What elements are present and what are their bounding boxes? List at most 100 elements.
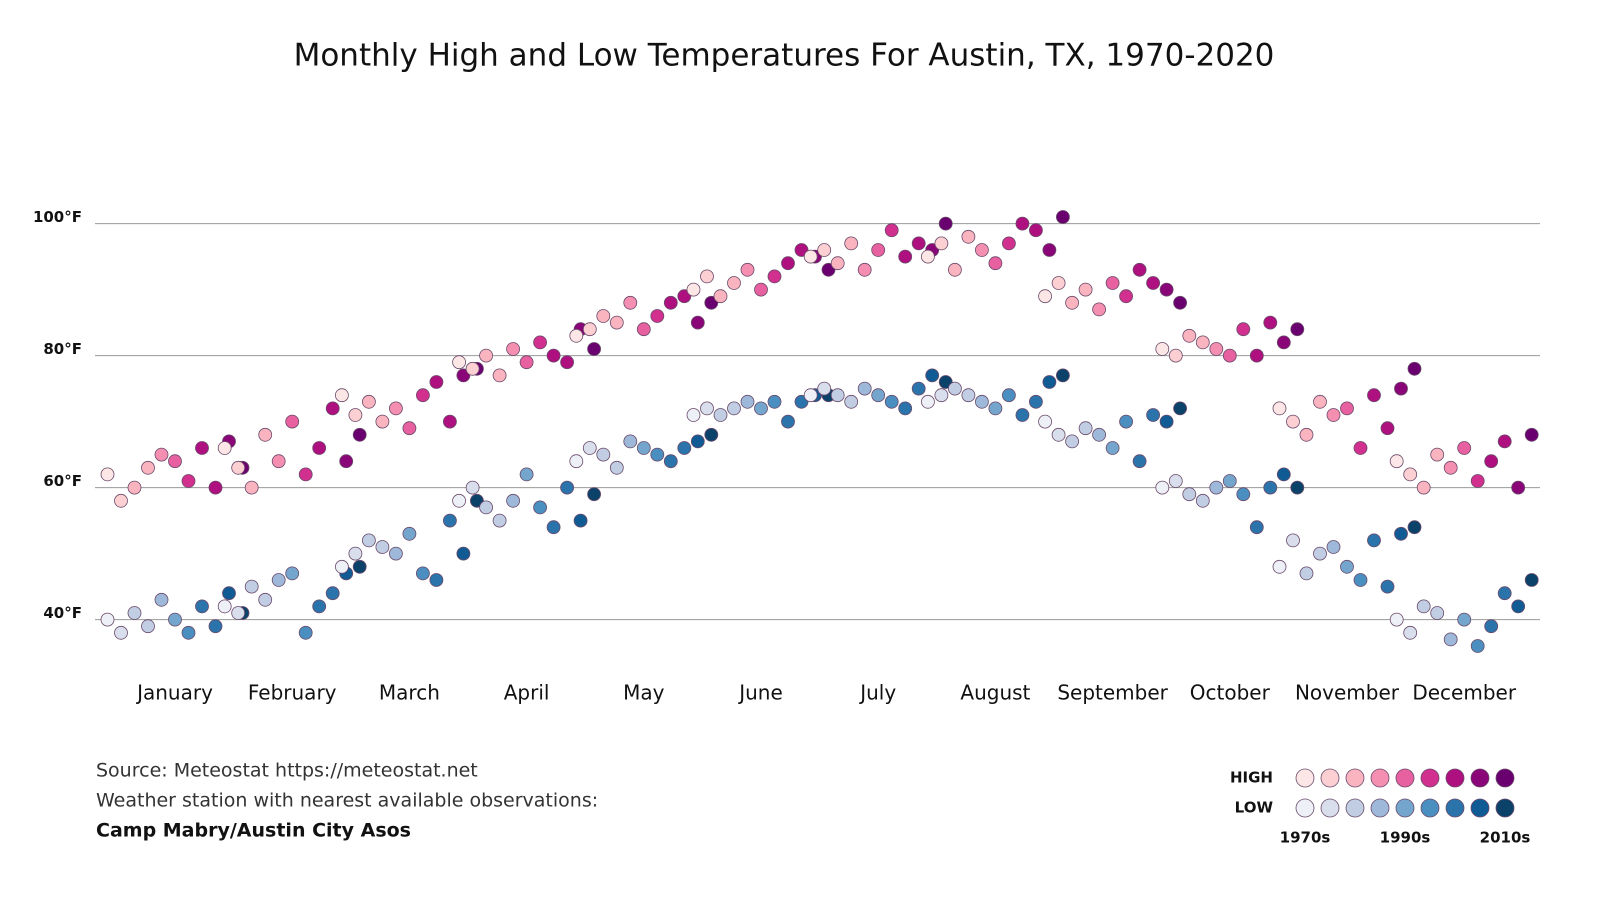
data-point <box>181 474 196 488</box>
data-point <box>1290 322 1305 337</box>
x-tick-label: January <box>135 681 213 705</box>
data-point <box>141 619 155 634</box>
data-point <box>1222 474 1237 488</box>
data-point <box>533 500 547 515</box>
data-point <box>1497 586 1512 601</box>
data-point <box>1389 612 1404 627</box>
legend-swatch <box>1470 768 1490 788</box>
data-point <box>1484 619 1499 634</box>
data-point <box>325 401 340 416</box>
data-point <box>961 388 976 403</box>
data-point <box>1173 401 1187 416</box>
data-point <box>208 480 223 495</box>
data-point <box>1029 394 1043 409</box>
data-point <box>285 414 300 429</box>
data-point <box>767 269 782 284</box>
legend-decade: 1990s <box>1380 829 1431 847</box>
data-point <box>587 487 601 502</box>
data-point <box>690 315 705 330</box>
data-point <box>506 342 520 356</box>
data-point <box>127 606 142 620</box>
data-point <box>1407 520 1422 535</box>
data-point <box>713 408 728 422</box>
data-point <box>781 256 795 271</box>
data-point <box>1065 295 1079 310</box>
legend-swatch <box>1395 768 1415 788</box>
data-point <box>546 520 561 535</box>
data-point <box>704 427 719 442</box>
data-point <box>934 388 949 403</box>
data-point <box>217 599 232 614</box>
data-point <box>686 282 701 297</box>
data-point <box>884 394 899 409</box>
data-point <box>1038 414 1052 429</box>
data-point <box>479 348 494 363</box>
x-tick-label: June <box>737 681 783 705</box>
data-point <box>1146 276 1160 290</box>
data-point <box>1497 434 1512 449</box>
data-point <box>452 355 467 370</box>
data-point <box>1168 474 1183 488</box>
data-point <box>569 454 584 469</box>
data-point <box>168 454 182 469</box>
y-tick-label: 80°F <box>43 340 82 358</box>
data-point <box>1353 441 1368 455</box>
data-point <box>934 236 949 251</box>
data-point <box>1394 526 1408 541</box>
legend-swatch <box>1420 768 1440 788</box>
data-point <box>127 480 142 495</box>
data-point <box>911 236 926 251</box>
data-point <box>1313 546 1327 561</box>
data-point <box>141 460 155 475</box>
data-point <box>1416 480 1431 495</box>
data-point <box>348 408 363 422</box>
data-point <box>402 421 417 436</box>
data-point <box>452 493 467 508</box>
data-point <box>222 586 236 601</box>
data-point <box>1209 342 1224 356</box>
data-point <box>1195 493 1210 508</box>
data-point <box>650 309 665 323</box>
x-tick-label: October <box>1190 681 1271 705</box>
data-point <box>609 460 624 475</box>
data-point <box>663 454 678 469</box>
data-point <box>988 401 1003 416</box>
data-point <box>244 579 259 594</box>
legend-swatch <box>1395 798 1415 818</box>
data-point <box>339 454 354 469</box>
data-point <box>325 586 340 601</box>
data-point <box>298 625 313 640</box>
data-point <box>1132 454 1147 469</box>
data-point <box>569 328 584 343</box>
legend-swatch <box>1345 768 1365 788</box>
data-point <box>429 573 444 587</box>
data-point <box>298 467 313 482</box>
data-point <box>623 434 638 449</box>
data-point <box>1051 427 1066 442</box>
data-point <box>506 493 520 508</box>
data-point <box>1065 434 1079 449</box>
data-point <box>1029 223 1043 238</box>
data-point <box>1430 447 1445 462</box>
data-point <box>898 401 913 416</box>
legend-swatch <box>1495 798 1515 818</box>
data-point <box>1407 361 1422 376</box>
data-point <box>1470 639 1485 653</box>
legend-swatch <box>1495 768 1515 788</box>
data-point <box>857 381 872 396</box>
data-point <box>1182 328 1197 343</box>
data-point <box>1146 408 1160 422</box>
x-tick-label: December <box>1412 681 1516 705</box>
legend-swatch <box>1295 798 1315 818</box>
data-point <box>388 401 403 416</box>
data-point <box>1286 414 1300 429</box>
x-tick-label: November <box>1295 681 1400 705</box>
data-point <box>1092 427 1106 442</box>
data-point <box>609 315 624 330</box>
data-point <box>244 480 259 495</box>
data-point <box>1182 487 1197 502</box>
data-point <box>1443 460 1458 475</box>
data-point <box>573 513 588 528</box>
data-point <box>1056 368 1070 383</box>
